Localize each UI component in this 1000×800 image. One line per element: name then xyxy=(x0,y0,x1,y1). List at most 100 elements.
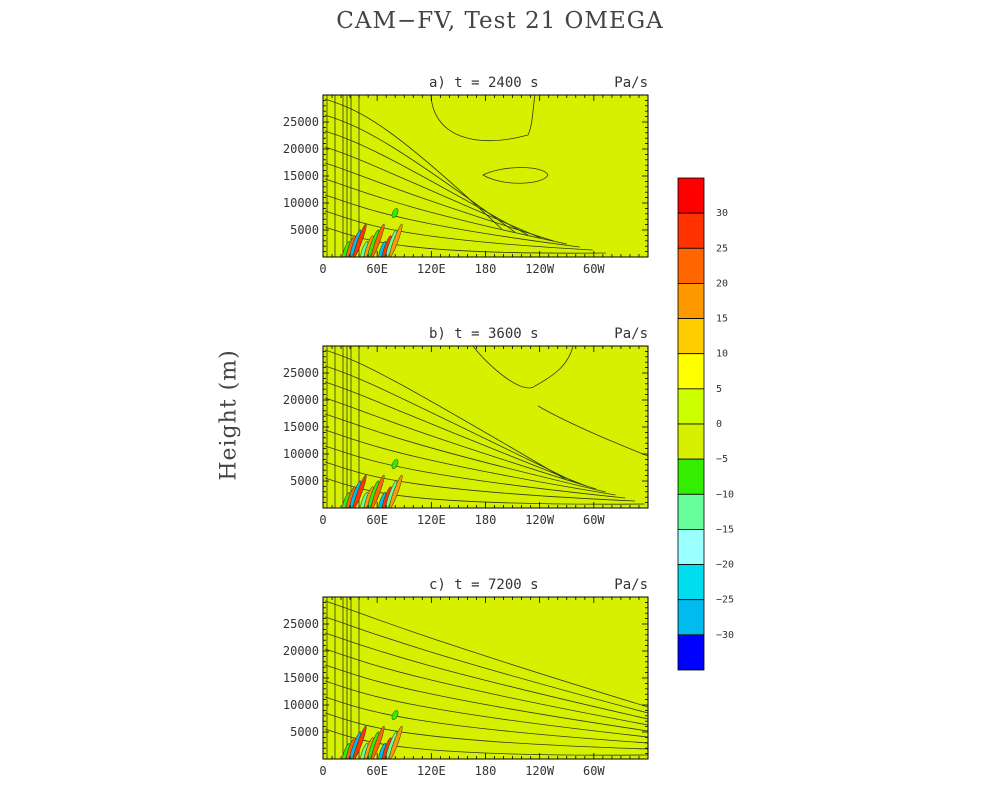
y-tick-label: 5000 xyxy=(290,223,319,237)
x-tick-label: 180 xyxy=(475,764,497,778)
colorbar-box xyxy=(677,247,705,284)
y-tick-label: 15000 xyxy=(283,169,319,183)
contour-line xyxy=(324,632,648,720)
y-tick-label: 25000 xyxy=(283,366,319,380)
wave-cell xyxy=(371,725,385,759)
contour-line xyxy=(324,445,626,499)
contour-line xyxy=(324,381,587,487)
colorbar-box xyxy=(677,212,705,249)
contour-line xyxy=(324,664,648,732)
colorbar-label: 0 xyxy=(716,419,722,430)
colorbar-label: −5 xyxy=(716,454,728,465)
colorbar-box xyxy=(677,458,705,495)
x-tick-label: 0 xyxy=(319,764,326,778)
contour-line xyxy=(324,648,648,726)
colorbar-label: 10 xyxy=(716,349,728,360)
units-label: Pa/s xyxy=(614,75,648,91)
wave-cell xyxy=(389,474,403,508)
colorbar-label: 30 xyxy=(716,208,728,219)
panel-title: c) t = 7200 s xyxy=(429,577,539,593)
y-tick-label: 25000 xyxy=(283,115,319,129)
y-tick-label: 20000 xyxy=(283,142,319,156)
colorbar-box xyxy=(677,634,705,671)
panel-title: b) t = 3600 s xyxy=(429,326,539,342)
contour-line xyxy=(472,346,574,389)
x-tick-label: 120E xyxy=(417,262,446,276)
contour-line xyxy=(324,477,645,505)
wave-cell xyxy=(371,223,385,257)
ticks xyxy=(322,345,649,509)
wave-cell xyxy=(353,223,367,257)
contour-lines xyxy=(324,95,606,257)
wave-cell xyxy=(389,223,403,257)
x-tick-label: 60W xyxy=(583,764,605,778)
contour-line xyxy=(324,130,528,236)
contour-line xyxy=(324,429,616,496)
contour-line xyxy=(324,413,606,493)
colorbar-box xyxy=(677,283,705,319)
panel-title: a) t = 2400 s xyxy=(429,75,539,91)
plot-field xyxy=(323,597,648,759)
wave-cell xyxy=(389,725,403,759)
x-tick-label: 120W xyxy=(525,262,555,276)
x-tick-label: 120W xyxy=(525,764,555,778)
colorbar: 30 25 20 15 10 5 0 −5 −10 −15 −20 −25 −30 xyxy=(677,177,734,671)
x-tick-label: 60E xyxy=(366,262,388,276)
contour-line xyxy=(324,349,567,481)
y-tick-label: 10000 xyxy=(283,196,319,210)
ticks xyxy=(322,94,649,258)
x-tick-label: 180 xyxy=(475,262,497,276)
contour-line xyxy=(482,167,549,184)
wave-cell xyxy=(391,208,399,218)
contour-line xyxy=(324,226,606,254)
wave-packet xyxy=(342,459,403,508)
wave-cell xyxy=(371,474,385,508)
colorbar-box xyxy=(677,529,705,565)
x-tick-label: 120E xyxy=(417,513,446,527)
y-tick-label: 5000 xyxy=(290,474,319,488)
y-tick-label: 15000 xyxy=(283,671,319,685)
contour-line xyxy=(324,696,648,744)
y-tick-label: 5000 xyxy=(290,725,319,739)
y-tick-label: 10000 xyxy=(283,447,319,461)
contour-line xyxy=(324,146,541,239)
x-tick-label: 0 xyxy=(319,262,326,276)
contour-line xyxy=(324,397,597,490)
colorbar-label: −30 xyxy=(716,630,734,641)
x-tick-label: 60E xyxy=(366,513,388,527)
colorbar-label: 15 xyxy=(716,314,728,325)
y-tick-label: 25000 xyxy=(283,617,319,631)
contour-line xyxy=(324,712,648,750)
colorbar-box xyxy=(677,423,705,460)
wave-packet xyxy=(342,710,403,759)
colorbar-box xyxy=(677,353,705,390)
contour-line xyxy=(324,600,648,708)
contour-line xyxy=(324,162,554,242)
units-label: Pa/s xyxy=(614,326,648,342)
x-tick-label: 60E xyxy=(366,764,388,778)
colorbar-box xyxy=(677,177,705,214)
wave-cell xyxy=(353,474,367,508)
y-tick-label: 20000 xyxy=(283,393,319,407)
x-tick-label: 0 xyxy=(319,513,326,527)
y-tick-label: 15000 xyxy=(283,420,319,434)
colorbar-label: −20 xyxy=(716,560,734,571)
contour-line xyxy=(324,365,577,484)
wave-cell xyxy=(353,725,367,759)
contour-line xyxy=(430,95,536,142)
x-tick-label: 60W xyxy=(583,513,605,527)
x-tick-label: 120E xyxy=(417,764,446,778)
y-tick-label: 10000 xyxy=(283,698,319,712)
x-tick-label: 120W xyxy=(525,513,555,527)
panel-c: 0 60E 120E 180 120W 60W 5000 10000 15000 20000 250… xyxy=(283,577,649,778)
figure-title: CAM−FV, Test 21 OMEGA xyxy=(336,8,664,34)
y-tick-label: 20000 xyxy=(283,644,319,658)
contour-line xyxy=(324,194,580,248)
panel-a: 0 60E 120E 180 120W 60W 5000 10000 15000 20000 250… xyxy=(283,75,649,276)
contour-line xyxy=(324,461,636,502)
ticks xyxy=(322,596,649,760)
colorbar-box xyxy=(677,318,705,355)
colorbar-box xyxy=(677,599,705,636)
colorbar-box xyxy=(677,388,705,425)
